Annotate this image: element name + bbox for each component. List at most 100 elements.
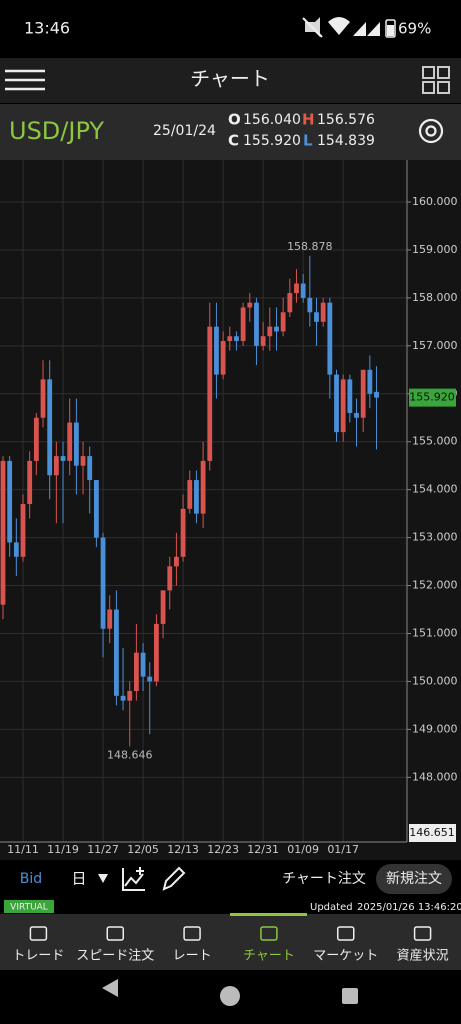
candle-body bbox=[13, 542, 19, 557]
candle-body bbox=[260, 336, 266, 346]
nav-label[interactable]: レート bbox=[173, 949, 212, 964]
mode-label: VIRTUAL bbox=[10, 903, 48, 913]
candle-body bbox=[160, 590, 166, 624]
candle-body bbox=[327, 302, 333, 375]
price-label: 146.651 bbox=[409, 826, 455, 839]
nav-icon[interactable] bbox=[29, 926, 48, 941]
menu-button[interactable] bbox=[5, 69, 45, 91]
chart-order-button[interactable]: チャート注文 bbox=[282, 871, 366, 887]
layout-button[interactable] bbox=[422, 66, 450, 94]
chart: 148.000 149.000 150.000 151.000 152.000 153.0… bbox=[0, 160, 458, 856]
candle-body bbox=[60, 456, 66, 461]
price-type[interactable]: Bid bbox=[20, 871, 42, 887]
open-label: O bbox=[228, 111, 241, 129]
low-value: 154.839 bbox=[317, 133, 375, 149]
high-label: H bbox=[302, 111, 315, 129]
back-button[interactable] bbox=[102, 979, 118, 997]
candle-body bbox=[374, 391, 379, 398]
candle-body bbox=[120, 695, 126, 701]
candle-body bbox=[40, 379, 46, 418]
candle-body bbox=[300, 283, 306, 298]
x-tick-label: 11/27 bbox=[87, 843, 119, 856]
period-dropdown[interactable] bbox=[98, 874, 108, 883]
settings-button[interactable] bbox=[418, 118, 444, 144]
candle-body bbox=[33, 417, 39, 461]
y-tick-label: 149.000 bbox=[412, 722, 458, 735]
home-button[interactable] bbox=[220, 986, 240, 1006]
status-battery: 69% bbox=[398, 20, 431, 38]
updated-label: Updated bbox=[310, 902, 353, 913]
candle-body bbox=[187, 480, 193, 509]
candle-body bbox=[167, 566, 173, 591]
candle-body bbox=[340, 379, 346, 433]
candle-body bbox=[107, 609, 113, 629]
close-label: C bbox=[228, 132, 239, 150]
candle-body bbox=[194, 480, 199, 514]
chart-area bbox=[0, 160, 461, 860]
nav-label[interactable]: チャート bbox=[243, 949, 295, 964]
nav-icon[interactable] bbox=[183, 926, 201, 941]
page-title: チャート bbox=[190, 67, 270, 91]
status-time: 13:46 bbox=[24, 19, 70, 38]
y-tick-label: 158.000 bbox=[412, 291, 458, 304]
candle-body bbox=[53, 456, 59, 476]
candle-body bbox=[314, 312, 319, 322]
y-tick-label: 152.000 bbox=[412, 579, 458, 592]
candle-body bbox=[27, 460, 33, 505]
nav-label[interactable]: スピード注文 bbox=[76, 949, 154, 964]
y-tick-label: 157.000 bbox=[412, 339, 458, 352]
y-tick-label: 154.000 bbox=[412, 483, 458, 496]
price-label: 155.920 bbox=[409, 391, 455, 404]
candle-body bbox=[147, 676, 153, 682]
symbol-date: 25/01/24 bbox=[153, 123, 216, 139]
nav-icon[interactable] bbox=[260, 926, 278, 941]
x-tick-label: 12/31 bbox=[247, 843, 279, 856]
symbol-pair[interactable]: USD/JPY bbox=[9, 117, 104, 145]
nav-label[interactable]: マーケット bbox=[313, 949, 378, 964]
candle-body bbox=[294, 283, 299, 294]
draw-button[interactable] bbox=[162, 866, 186, 891]
nav-items: トレード スピード注文 レート チャート マーケット 資産状況 bbox=[12, 926, 449, 964]
candle-body bbox=[174, 556, 179, 567]
candle-body bbox=[287, 293, 293, 313]
nav-label[interactable]: 資産状況 bbox=[397, 948, 449, 964]
x-tick-label: 11/11 bbox=[7, 843, 39, 856]
candle-body bbox=[247, 302, 253, 308]
symbol-bar bbox=[0, 104, 461, 160]
nav-icon[interactable] bbox=[106, 926, 124, 941]
indicator-button[interactable] bbox=[122, 867, 145, 891]
candle-body bbox=[360, 369, 366, 418]
x-tick-label: 12/05 bbox=[127, 843, 159, 856]
nav-icon[interactable] bbox=[337, 926, 355, 941]
candle-body bbox=[20, 504, 26, 557]
candle-body bbox=[67, 422, 73, 461]
app-bar bbox=[0, 58, 461, 103]
recents-button[interactable] bbox=[342, 988, 358, 1004]
candle-body bbox=[320, 302, 326, 322]
candle-body bbox=[234, 336, 239, 342]
new-order-bg[interactable] bbox=[376, 864, 452, 894]
candle-body bbox=[47, 379, 53, 476]
candle-body bbox=[7, 460, 13, 543]
x-tick-label: 01/17 bbox=[327, 843, 359, 856]
y-tick-label: 148.000 bbox=[412, 770, 458, 783]
y-tick-label: 153.000 bbox=[412, 531, 458, 544]
new-order-button[interactable]: 新規注文 bbox=[386, 871, 442, 887]
x-tick-label: 01/09 bbox=[287, 843, 319, 856]
candle-body bbox=[334, 374, 339, 433]
candle-body bbox=[240, 307, 246, 342]
low-label: L bbox=[303, 132, 313, 150]
nav-label[interactable]: トレード bbox=[12, 949, 64, 964]
candle-body bbox=[220, 341, 226, 375]
candle-body bbox=[87, 456, 93, 481]
candle-body bbox=[227, 336, 233, 342]
x-tick-label: 12/23 bbox=[207, 843, 239, 856]
candle-body bbox=[100, 537, 106, 629]
candle-body bbox=[200, 460, 206, 514]
price-label-box bbox=[409, 824, 456, 842]
period[interactable]: 日 bbox=[71, 870, 86, 888]
virtual-badge bbox=[4, 900, 54, 913]
nav-icon[interactable] bbox=[413, 926, 432, 941]
y-tick-label: 159.000 bbox=[412, 243, 458, 256]
